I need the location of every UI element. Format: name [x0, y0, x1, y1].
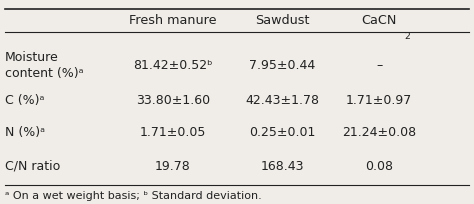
Text: 33.80±1.60: 33.80±1.60: [136, 94, 210, 108]
Text: 2: 2: [404, 32, 410, 41]
Text: –: –: [376, 59, 383, 72]
Text: Fresh manure: Fresh manure: [129, 14, 217, 27]
Text: 21.24±0.08: 21.24±0.08: [342, 126, 416, 139]
Text: 1.71±0.97: 1.71±0.97: [346, 94, 412, 108]
Text: C (%)ᵃ: C (%)ᵃ: [5, 94, 44, 108]
Text: Moisture
content (%)ᵃ: Moisture content (%)ᵃ: [5, 51, 83, 80]
Text: 19.78: 19.78: [155, 160, 191, 173]
Text: ᵃ On a wet weight basis; ᵇ Standard deviation.: ᵃ On a wet weight basis; ᵇ Standard devi…: [5, 191, 262, 201]
Text: 42.43±1.78: 42.43±1.78: [245, 94, 319, 108]
Text: 81.42±0.52ᵇ: 81.42±0.52ᵇ: [133, 59, 213, 72]
Text: N (%)ᵃ: N (%)ᵃ: [5, 126, 45, 139]
Text: 0.25±0.01: 0.25±0.01: [249, 126, 315, 139]
Text: 7.95±0.44: 7.95±0.44: [249, 59, 315, 72]
Text: Sawdust: Sawdust: [255, 14, 309, 27]
Text: CaCN: CaCN: [362, 14, 397, 27]
Text: 1.71±0.05: 1.71±0.05: [140, 126, 206, 139]
Text: 0.08: 0.08: [365, 160, 393, 173]
Text: C/N ratio: C/N ratio: [5, 160, 60, 173]
Text: 168.43: 168.43: [260, 160, 304, 173]
